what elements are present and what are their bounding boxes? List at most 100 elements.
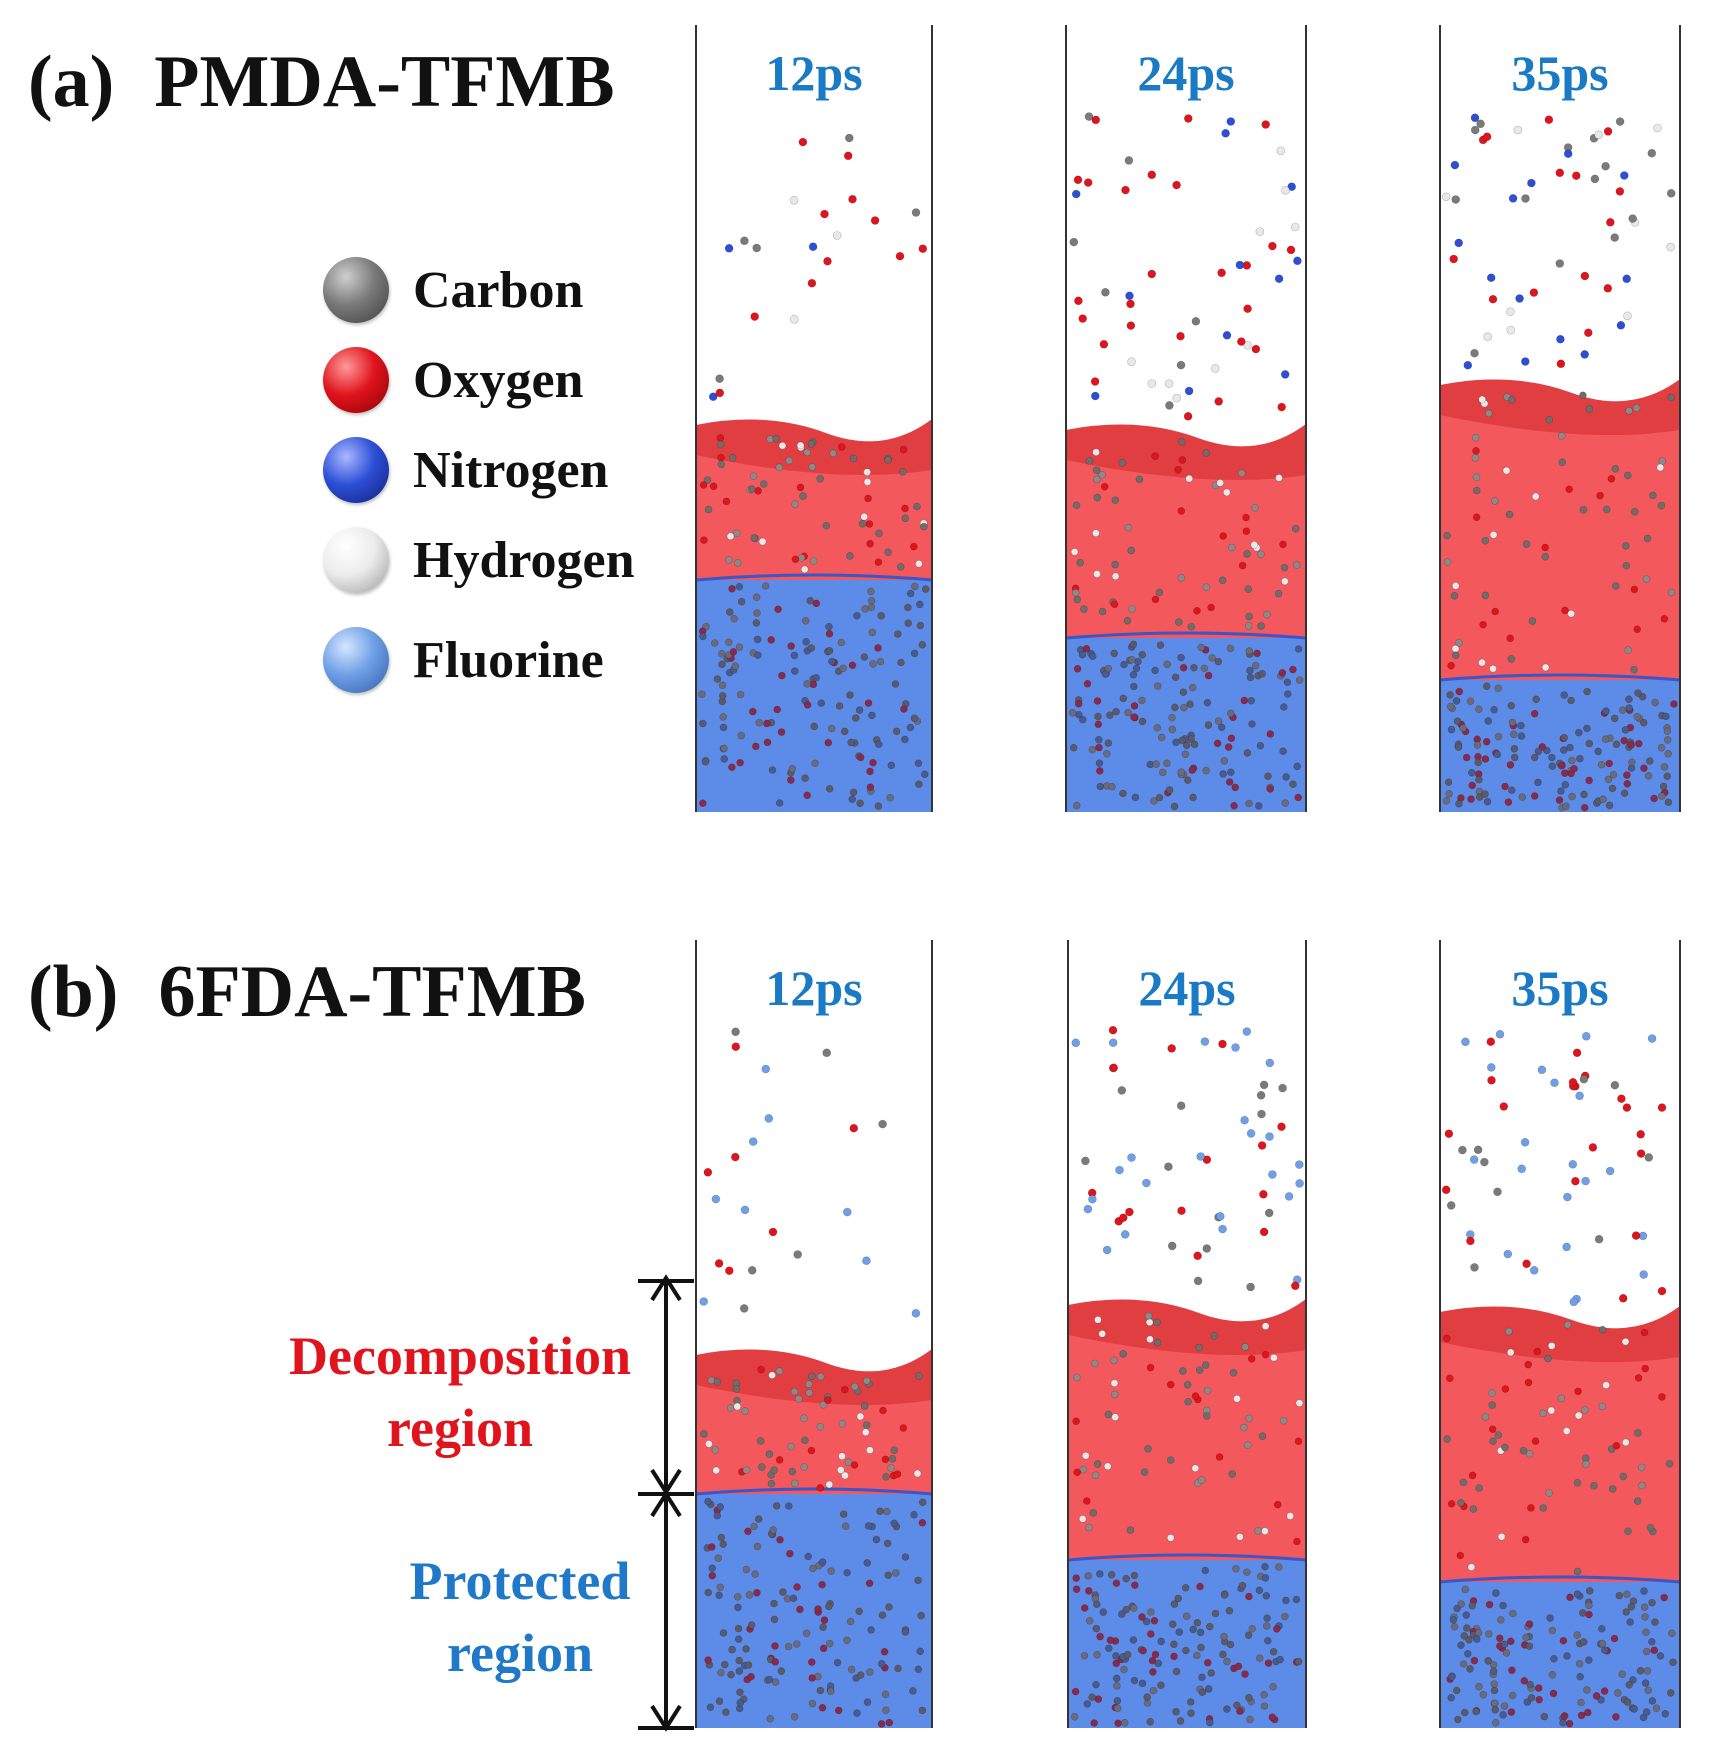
atom	[1261, 120, 1270, 129]
atom	[1193, 1619, 1202, 1627]
atom	[1203, 1412, 1211, 1420]
atom	[910, 1510, 918, 1519]
atom	[1650, 794, 1658, 803]
atom	[1150, 1617, 1159, 1625]
atom	[1130, 1604, 1138, 1612]
atom	[1622, 274, 1631, 284]
atom	[1648, 1598, 1656, 1607]
atom	[716, 1583, 725, 1592]
atom	[1121, 185, 1130, 195]
atom	[761, 1064, 771, 1074]
atom	[742, 1466, 751, 1474]
atom	[790, 1387, 799, 1396]
atom	[1661, 1710, 1670, 1718]
atom	[1601, 161, 1610, 171]
atom	[1202, 449, 1211, 457]
decomposition-label-line1: Decomposition	[289, 1326, 631, 1386]
atom	[1567, 609, 1575, 618]
atom	[1490, 1686, 1499, 1695]
atom	[862, 1377, 871, 1385]
atom	[1113, 1697, 1122, 1705]
atom	[1479, 1690, 1488, 1699]
atom	[1079, 715, 1087, 724]
atom	[1220, 1591, 1229, 1599]
atom	[1246, 673, 1255, 682]
atom	[1169, 1620, 1177, 1628]
atom	[1622, 561, 1631, 570]
atom	[1292, 561, 1301, 569]
atom	[777, 1667, 786, 1675]
atom	[867, 1626, 875, 1634]
atom	[1636, 1149, 1646, 1158]
atom	[882, 1507, 891, 1516]
atom	[1120, 1719, 1129, 1727]
atom	[1630, 1705, 1638, 1713]
atom	[1507, 701, 1516, 710]
atom	[1541, 543, 1549, 552]
atom	[1612, 1442, 1621, 1450]
snapshot-box	[1067, 940, 1307, 1728]
atom	[825, 784, 834, 793]
atom	[1295, 1160, 1304, 1169]
atom	[1119, 694, 1128, 703]
atom	[790, 1712, 799, 1721]
atom	[740, 1205, 750, 1215]
atom	[1482, 737, 1491, 746]
atom	[1575, 1091, 1584, 1101]
atom	[1130, 713, 1138, 721]
atom	[1669, 1658, 1677, 1667]
atom	[788, 764, 797, 773]
atom	[1119, 789, 1127, 798]
atom	[1118, 458, 1126, 467]
atom	[1275, 1563, 1283, 1571]
atom	[848, 194, 857, 204]
atom	[1099, 1608, 1108, 1616]
atom	[1545, 1489, 1553, 1497]
atom	[1102, 1245, 1112, 1255]
atom	[1236, 1707, 1244, 1715]
atom	[1151, 1650, 1160, 1659]
atom	[767, 636, 776, 644]
atom	[710, 639, 719, 647]
atom	[1640, 1328, 1649, 1337]
atom	[1293, 762, 1301, 771]
atom	[1240, 696, 1249, 705]
atom	[1072, 801, 1081, 810]
atom	[1201, 1361, 1210, 1369]
atom	[901, 1553, 910, 1561]
atom	[1261, 1527, 1269, 1535]
atom	[1641, 1679, 1650, 1687]
atom	[1522, 1259, 1531, 1269]
atom	[1070, 1713, 1079, 1721]
atom	[1550, 1078, 1559, 1087]
atom	[755, 718, 764, 727]
atom	[819, 1644, 828, 1653]
atom	[1583, 687, 1591, 696]
atom	[1488, 1425, 1497, 1433]
atom	[850, 1382, 859, 1391]
atom	[866, 767, 874, 776]
atom	[1201, 1566, 1210, 1575]
atom	[794, 1395, 803, 1403]
atom	[818, 1558, 827, 1566]
atom	[882, 1706, 890, 1714]
atom	[1596, 491, 1604, 500]
atom	[777, 728, 786, 736]
atom	[1447, 1694, 1455, 1702]
atom	[1606, 218, 1615, 227]
atom	[1648, 1697, 1657, 1705]
atom	[1633, 712, 1641, 721]
atom	[1131, 793, 1140, 802]
atom	[1612, 740, 1621, 749]
atom	[1525, 1642, 1534, 1650]
atom	[1558, 458, 1567, 467]
atom	[901, 514, 910, 523]
atom	[856, 753, 865, 762]
atom	[1610, 233, 1619, 242]
protected-extent-arrow	[638, 1490, 694, 1732]
atom	[1585, 1656, 1593, 1664]
atom	[1443, 1435, 1451, 1443]
atom	[1667, 588, 1676, 597]
atom	[1454, 1715, 1462, 1724]
atom	[1242, 513, 1250, 522]
